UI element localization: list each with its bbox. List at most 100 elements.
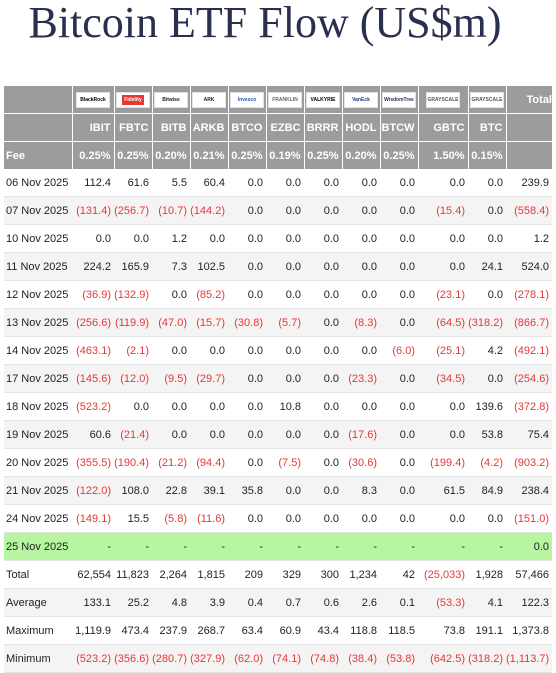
cell-arkb: 0.0 xyxy=(190,336,228,365)
row-total: 238.4 xyxy=(506,476,552,505)
cell-btco: 0.0 xyxy=(228,280,266,309)
cell-brrr: 0.0 xyxy=(304,420,342,449)
fee-gbtc: 1.50% xyxy=(418,141,469,169)
cell-gbtc: 0.0 xyxy=(418,252,468,281)
cell-btcw: 0.0 xyxy=(380,280,418,309)
summary-hodl: 2.6 xyxy=(342,588,380,617)
cell-gbtc: (23.1) xyxy=(418,280,468,309)
fee-row: Fee 0.25% 0.25% 0.20% 0.21% 0.25% 0.19% 0.25% 0.… xyxy=(4,141,552,169)
cell-gbtc: (15.4) xyxy=(418,196,468,225)
table-row: 18 Nov 2025 (523.2) 0.0 0.0 0.0 0.0 10.8 0.0 0.0… xyxy=(4,392,552,421)
cell-gbtc: (34.5) xyxy=(418,364,468,393)
cell-gbtc: - xyxy=(418,532,468,561)
fee-btc: 0.15% xyxy=(468,141,507,169)
summary-hodl: 118.8 xyxy=(342,616,380,645)
summary-btco: 63.4 xyxy=(228,616,266,645)
row-total: 0.0 xyxy=(506,532,552,561)
cell-gbtc: (25.1) xyxy=(418,336,468,365)
cell-btc: (318.2) xyxy=(468,308,506,337)
cell-bitb: 22.8 xyxy=(152,476,190,505)
cell-btcw: 0.0 xyxy=(380,196,418,225)
summary-fbtc: 11,823 xyxy=(114,560,152,589)
cell-fbtc: (21.4) xyxy=(114,420,152,449)
cell-btc: 0.0 xyxy=(468,280,506,309)
ticker-ibit: IBIT xyxy=(72,113,115,142)
cell-ezbc: (7.5) xyxy=(266,448,304,477)
summary-label: Maximum xyxy=(4,616,72,645)
invesco-logo: Invesco xyxy=(230,91,264,108)
row-total: (866.7) xyxy=(506,308,552,337)
row-date: 21 Nov 2025 xyxy=(4,476,72,505)
cell-arkb: (15.7) xyxy=(190,308,228,337)
cell-btcw: 0.0 xyxy=(380,224,418,253)
cell-hodl: 0.0 xyxy=(342,336,380,365)
row-total: 1.2 xyxy=(506,224,552,253)
cell-gbtc: (64.5) xyxy=(418,308,468,337)
cell-gbtc: (199.4) xyxy=(418,448,468,477)
cell-btco: 0.0 xyxy=(228,252,266,281)
summary-ezbc: 329 xyxy=(266,560,304,589)
cell-fbtc: (2.1) xyxy=(114,336,152,365)
total-header: Total xyxy=(506,86,552,114)
row-date: 20 Nov 2025 xyxy=(4,448,72,477)
cell-brrr: 0.0 xyxy=(304,476,342,505)
summary-total: 57,466 xyxy=(506,560,552,589)
cell-bitb: - xyxy=(152,532,190,561)
cell-bitb: 5.5 xyxy=(152,169,190,197)
cell-btc: 0.0 xyxy=(468,169,506,197)
summary-gbtc: (642.5) xyxy=(418,644,468,673)
cell-ibit: (523.2) xyxy=(72,392,114,421)
cell-btco: 0.0 xyxy=(228,504,266,533)
summary-label: Average xyxy=(4,588,72,617)
row-total: (492.1) xyxy=(506,336,552,365)
summary-bitb: (280.7) xyxy=(152,644,190,673)
cell-brrr: 0.0 xyxy=(304,504,342,533)
cell-fbtc: (256.7) xyxy=(114,196,152,225)
cell-brrr: - xyxy=(304,532,342,561)
cell-ibit: (131.4) xyxy=(72,196,114,225)
summary-fbtc: 473.4 xyxy=(114,616,152,645)
fidelity-logo: Fidelity xyxy=(116,91,150,108)
cell-btcw: - xyxy=(380,532,418,561)
cell-fbtc: (190.4) xyxy=(114,448,152,477)
summary-brrr: 43.4 xyxy=(304,616,342,645)
summary-ezbc: 0.7 xyxy=(266,588,304,617)
cell-fbtc: 108.0 xyxy=(114,476,152,505)
row-date: 10 Nov 2025 xyxy=(4,224,72,253)
cell-btc: 53.8 xyxy=(468,420,506,449)
cell-btc: 4.2 xyxy=(468,336,506,365)
cell-ibit: 112.4 xyxy=(72,169,114,197)
cell-bitb: 0.0 xyxy=(152,280,190,309)
cell-btcw: 0.0 xyxy=(380,392,418,421)
cell-arkb: 0.0 xyxy=(190,224,228,253)
summary-btc: 4.1 xyxy=(468,588,506,617)
summary-total: 1,373.8 xyxy=(506,616,552,645)
row-date: 19 Nov 2025 xyxy=(4,420,72,449)
row-total: 524.0 xyxy=(506,252,552,281)
cell-fbtc: - xyxy=(114,532,152,561)
row-date: 14 Nov 2025 xyxy=(4,336,72,365)
etf-flow-table: BlackRock Fidelity Bitwise ARK Invesco FRANKL… xyxy=(4,86,552,673)
cell-ezbc: 0.0 xyxy=(266,364,304,393)
summary-btc: 191.1 xyxy=(468,616,506,645)
cell-ibit: (145.6) xyxy=(72,364,114,393)
cell-gbtc: 0.0 xyxy=(418,169,468,197)
summary-arkb: 268.7 xyxy=(190,616,228,645)
cell-arkb: 102.5 xyxy=(190,252,228,281)
vaneck-logo: VanEck xyxy=(344,91,378,108)
cell-arkb: 39.1 xyxy=(190,476,228,505)
cell-hodl: (30.6) xyxy=(342,448,380,477)
cell-gbtc: 0.0 xyxy=(418,504,468,533)
cell-hodl: 8.3 xyxy=(342,476,380,505)
cell-hodl: 0.0 xyxy=(342,169,380,197)
logo-cell: FRANKLIN xyxy=(266,86,305,114)
row-total: 239.9 xyxy=(506,169,552,197)
cell-ibit: (256.6) xyxy=(72,308,114,337)
cell-btco: 0.0 xyxy=(228,364,266,393)
summary-arkb: (327.9) xyxy=(190,644,228,673)
fee-ezbc: 0.19% xyxy=(266,141,305,169)
cell-fbtc: (119.9) xyxy=(114,308,152,337)
cell-ezbc: 0.0 xyxy=(266,420,304,449)
summary-bitb: 237.9 xyxy=(152,616,190,645)
bitwise-logo: Bitwise xyxy=(154,91,188,108)
